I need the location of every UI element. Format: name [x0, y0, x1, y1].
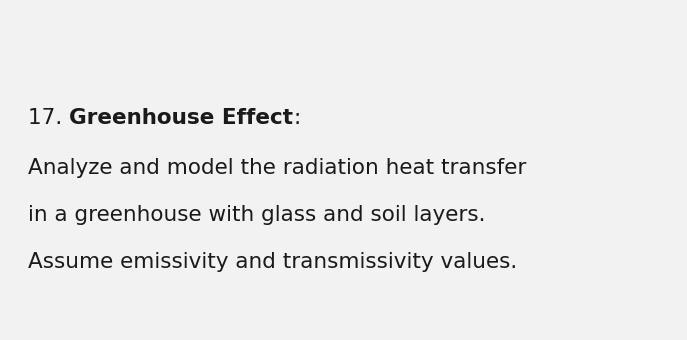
Text: :: : [293, 108, 300, 128]
Text: Assume emissivity and transmissivity values.: Assume emissivity and transmissivity val… [28, 252, 517, 272]
Text: in a greenhouse with glass and soil layers.: in a greenhouse with glass and soil laye… [28, 205, 486, 225]
Text: Analyze and model the radiation heat transfer: Analyze and model the radiation heat tra… [28, 158, 526, 178]
Text: 17.: 17. [28, 108, 69, 128]
Text: Greenhouse Effect: Greenhouse Effect [69, 108, 293, 128]
